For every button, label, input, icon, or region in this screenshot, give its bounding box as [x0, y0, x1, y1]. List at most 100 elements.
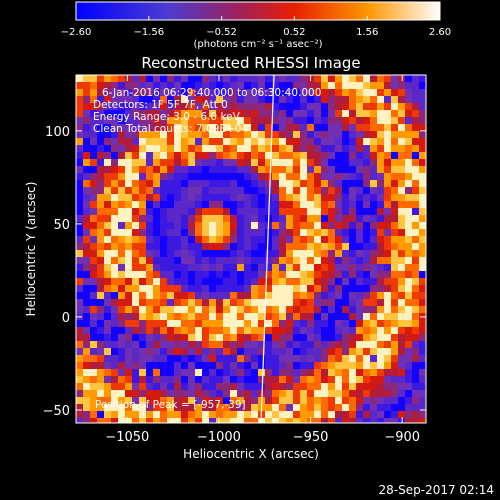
heatmap-cell [272, 180, 279, 187]
heatmap-cell [279, 152, 286, 159]
heatmap-cell [111, 313, 118, 320]
heatmap-cell [258, 131, 265, 138]
heatmap-cell [300, 110, 307, 117]
heatmap-cell [244, 292, 251, 299]
heatmap-cell [300, 369, 307, 376]
heatmap-cell [377, 341, 384, 348]
heatmap-cell [188, 173, 195, 180]
heatmap-cell [90, 383, 97, 390]
heatmap-cell [286, 75, 293, 82]
heatmap-cell [265, 103, 272, 110]
heatmap-cell [230, 152, 237, 159]
heatmap-cell [342, 117, 349, 124]
heatmap-cell [314, 110, 321, 117]
heatmap-cell [398, 110, 405, 117]
heatmap-cell [104, 306, 111, 313]
heatmap-cell [363, 390, 370, 397]
heatmap-cell [307, 369, 314, 376]
heatmap-cell [244, 383, 251, 390]
heatmap-cell [146, 264, 153, 271]
heatmap-cell [370, 201, 377, 208]
heatmap-cell [391, 271, 398, 278]
heatmap-cell [76, 271, 83, 278]
heatmap-cell [363, 327, 370, 334]
heatmap-cell [356, 383, 363, 390]
heatmap-cell [349, 376, 356, 383]
heatmap-cell [216, 152, 223, 159]
heatmap-cell [279, 236, 286, 243]
heatmap-cell [363, 411, 370, 418]
heatmap-cell [363, 313, 370, 320]
heatmap-cell [251, 103, 258, 110]
heatmap-cell [146, 250, 153, 257]
heatmap-cell [251, 334, 258, 341]
heatmap-cell [125, 278, 132, 285]
heatmap-cell [202, 257, 209, 264]
heatmap-cell [251, 173, 258, 180]
heatmap-cell [244, 75, 251, 82]
heatmap-cell [244, 201, 251, 208]
colorbar-tick-label: 2.60 [429, 27, 451, 38]
heatmap-cell [118, 264, 125, 271]
heatmap-cell [181, 194, 188, 201]
heatmap-cell [223, 131, 230, 138]
annotation-detectors: Detectors: 1F 5F 7F, Att 0 [93, 99, 228, 111]
heatmap-cell [153, 236, 160, 243]
heatmap-cell [195, 110, 202, 117]
heatmap-cell [160, 110, 167, 117]
heatmap-cell [314, 292, 321, 299]
heatmap-cell [202, 82, 209, 89]
heatmap-cell [132, 285, 139, 292]
heatmap-cell [307, 208, 314, 215]
heatmap-cell [335, 124, 342, 131]
heatmap-cell [265, 145, 272, 152]
heatmap-cell [125, 320, 132, 327]
heatmap-cell [153, 222, 160, 229]
heatmap-cell [167, 124, 174, 131]
heatmap-cell [405, 180, 412, 187]
heatmap-cell [356, 376, 363, 383]
heatmap-cell [384, 271, 391, 278]
heatmap-cell [216, 271, 223, 278]
heatmap-cell [258, 320, 265, 327]
heatmap-cell [223, 138, 230, 145]
heatmap-cell [286, 110, 293, 117]
heatmap-cell [328, 411, 335, 418]
heatmap-cell [223, 75, 230, 82]
heatmap-cell [125, 75, 132, 82]
heatmap-cell [111, 355, 118, 362]
heatmap-cell [265, 96, 272, 103]
heatmap-cell [209, 299, 216, 306]
heatmap-cell [384, 131, 391, 138]
heatmap-cell [293, 117, 300, 124]
heatmap-cell [251, 166, 258, 173]
heatmap-cell [286, 397, 293, 404]
heatmap-cell [188, 376, 195, 383]
heatmap-cell [258, 313, 265, 320]
heatmap-cell [349, 320, 356, 327]
heatmap-cell [195, 264, 202, 271]
heatmap-cell [104, 369, 111, 376]
heatmap-cell [90, 355, 97, 362]
heatmap-cell [125, 82, 132, 89]
heatmap-cell [384, 285, 391, 292]
heatmap-cell [97, 348, 104, 355]
heatmap-cell [419, 397, 426, 404]
heatmap-cell [174, 131, 181, 138]
heatmap-cell [111, 257, 118, 264]
heatmap-cell [139, 75, 146, 82]
heatmap-cell [153, 418, 160, 423]
heatmap-cell [307, 292, 314, 299]
heatmap-cell [279, 82, 286, 89]
heatmap-cell [153, 201, 160, 208]
heatmap-cell [167, 89, 174, 96]
heatmap-cell [384, 264, 391, 271]
heatmap-cell [174, 180, 181, 187]
heatmap-cell [370, 152, 377, 159]
heatmap-cell [146, 131, 153, 138]
heatmap-cell [349, 110, 356, 117]
heatmap-cell [279, 103, 286, 110]
heatmap-cell [244, 82, 251, 89]
heatmap-cell [286, 180, 293, 187]
heatmap-cell [335, 229, 342, 236]
